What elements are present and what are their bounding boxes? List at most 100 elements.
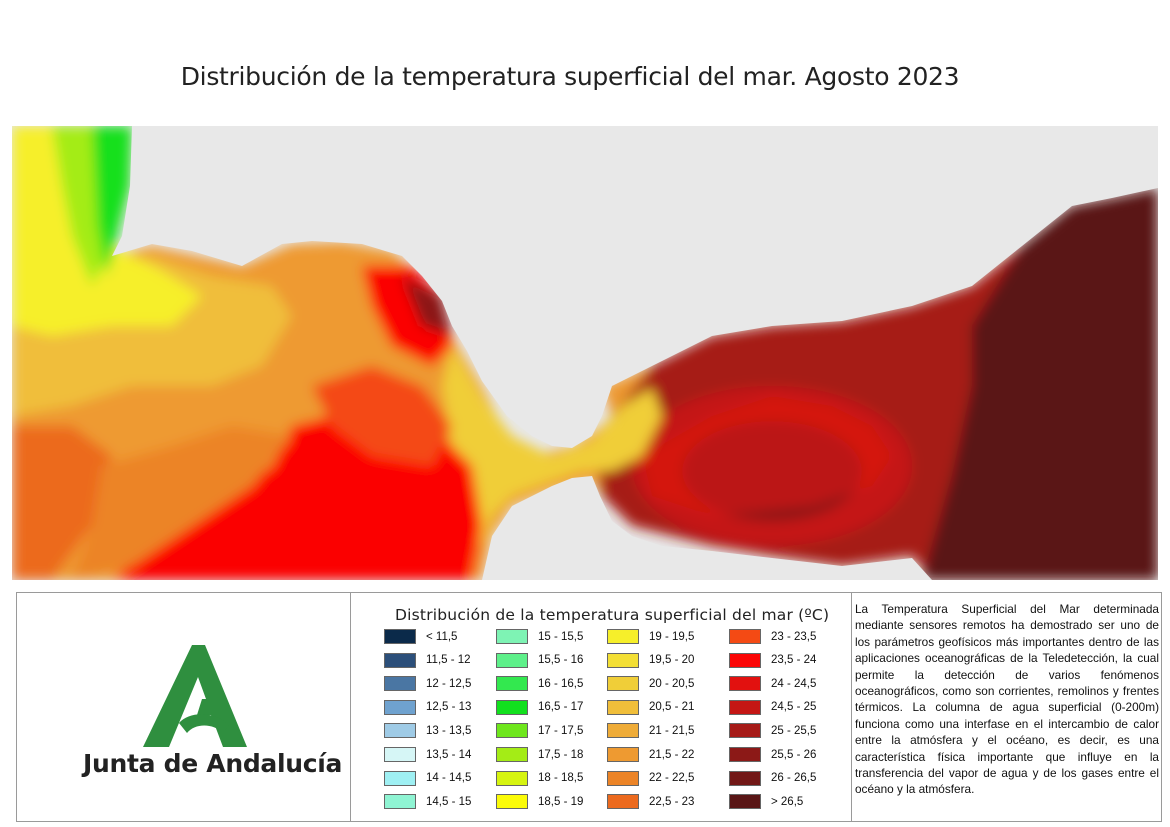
legend-item: > 26,5 (729, 793, 803, 810)
legend-item: 15 - 15,5 (496, 628, 583, 645)
legend-item: 24 - 24,5 (729, 675, 816, 692)
legend-label: 14 - 14,5 (426, 772, 472, 785)
legend-item: 13,5 - 14 (384, 746, 471, 763)
logo-text: Junta de Andalucía (83, 749, 343, 778)
legend-swatch (729, 699, 761, 715)
legend-swatch (607, 629, 639, 644)
legend-swatch (496, 629, 528, 644)
legend-item: 23,5 - 24 (729, 652, 816, 669)
panel-divider-right (851, 593, 852, 821)
legend-label: 20 - 20,5 (649, 677, 695, 690)
legend-swatch (496, 699, 528, 715)
legend-item: 11,5 - 12 (384, 652, 471, 669)
legend-label: 25 - 25,5 (771, 724, 817, 737)
legend-label: 12,5 - 13 (426, 701, 472, 714)
legend-swatch (607, 676, 639, 692)
legend-swatch (607, 770, 639, 786)
legend-swatch (729, 794, 761, 810)
legend-label: 16 - 16,5 (538, 677, 584, 690)
legend-label: 13,5 - 14 (426, 748, 472, 761)
description-text: La Temperatura Superficial del Mar deter… (855, 602, 1159, 797)
legend-swatch (384, 629, 416, 644)
legend-item: 23 - 23,5 (729, 628, 816, 645)
iberian-peninsula (112, 126, 1158, 448)
legend-label: 20,5 - 21 (649, 701, 695, 714)
legend-label: 25,5 - 26 (771, 748, 817, 761)
legend-label: 22,5 - 23 (649, 795, 695, 808)
legend-swatch (729, 676, 761, 692)
legend-swatch (384, 676, 416, 692)
legend-item: 26 - 26,5 (729, 770, 816, 787)
legend-swatch (607, 699, 639, 715)
legend-label: 24,5 - 25 (771, 701, 817, 714)
legend-label: 23,5 - 24 (771, 654, 817, 667)
legend-swatch (496, 652, 528, 668)
panel-divider-left (350, 593, 351, 821)
legend-swatch (496, 676, 528, 692)
legend-swatch (607, 723, 639, 739)
legend-label: 19 - 19,5 (649, 630, 695, 643)
legend-label: 24 - 24,5 (771, 677, 817, 690)
legend-label: 21,5 - 22 (649, 748, 695, 761)
legend-label: 18,5 - 19 (538, 795, 584, 808)
legend-label: 15 - 15,5 (538, 630, 584, 643)
legend-item: 24,5 - 25 (729, 699, 816, 716)
legend-label: 19,5 - 20 (649, 654, 695, 667)
legend-item: 25,5 - 26 (729, 746, 816, 763)
legend-label: 17 - 17,5 (538, 724, 584, 737)
legend-label: 13 - 13,5 (426, 724, 472, 737)
legend-swatch (384, 652, 416, 668)
legend-item: < 11,5 (384, 628, 457, 645)
legend-item: 16 - 16,5 (496, 675, 583, 692)
legend-swatch (496, 747, 528, 762)
legend-item: 12 - 12,5 (384, 675, 471, 692)
info-panel: Junta de Andalucía Distribución de la te… (16, 592, 1162, 822)
legend-item: 20,5 - 21 (607, 699, 694, 716)
legend-label: 23 - 23,5 (771, 630, 817, 643)
legend-label: 15,5 - 16 (538, 654, 584, 667)
legend-item: 18,5 - 19 (496, 793, 583, 810)
legend-swatch (729, 629, 761, 644)
legend-label: < 11,5 (426, 630, 458, 643)
legend-label: 26 - 26,5 (771, 772, 817, 785)
junta-de-andalucia-logo (143, 645, 247, 747)
sea-temperature-map (12, 126, 1158, 580)
legend-item: 21 - 21,5 (607, 722, 694, 739)
legend-swatch (496, 770, 528, 786)
legend-item: 25 - 25,5 (729, 722, 816, 739)
legend-label: 22 - 22,5 (649, 772, 695, 785)
legend-label: 17,5 - 18 (538, 748, 584, 761)
legend-item: 17,5 - 18 (496, 746, 583, 763)
legend-swatch (384, 747, 416, 762)
legend-item: 22,5 - 23 (607, 793, 694, 810)
legend-item: 13 - 13,5 (384, 722, 471, 739)
legend-item: 21,5 - 22 (607, 746, 694, 763)
legend-swatch (607, 747, 639, 762)
legend-swatch (384, 699, 416, 715)
legend-swatch (384, 794, 416, 810)
legend-item: 14 - 14,5 (384, 770, 471, 787)
legend-item: 20 - 20,5 (607, 675, 694, 692)
legend-item: 19 - 19,5 (607, 628, 694, 645)
legend-swatch (496, 723, 528, 739)
legend-swatch (384, 723, 416, 739)
map-title: Distribución de la temperatura superfici… (180, 62, 960, 91)
legend-item: 22 - 22,5 (607, 770, 694, 787)
legend-label: 18 - 18,5 (538, 772, 584, 785)
legend-item: 17 - 17,5 (496, 722, 583, 739)
legend-label: > 26,5 (771, 795, 804, 808)
legend-label: 16,5 - 17 (538, 701, 584, 714)
legend-label: 11,5 - 12 (426, 654, 471, 667)
legend-item: 12,5 - 13 (384, 699, 471, 716)
legend-item: 15,5 - 16 (496, 652, 583, 669)
legend-swatch (729, 723, 761, 739)
legend-item: 14,5 - 15 (384, 793, 471, 810)
legend-swatch (384, 770, 416, 786)
legend-title: Distribución de la temperatura superfici… (395, 606, 830, 624)
legend-swatch (729, 747, 761, 762)
legend-label: 14,5 - 15 (426, 795, 472, 808)
legend-item: 16,5 - 17 (496, 699, 583, 716)
legend-item: 18 - 18,5 (496, 770, 583, 787)
legend-swatch (496, 794, 528, 810)
legend-label: 21 - 21,5 (649, 724, 695, 737)
